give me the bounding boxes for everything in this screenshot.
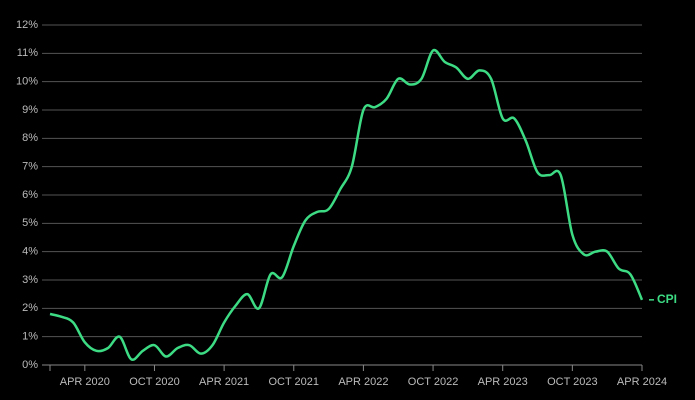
line xyxy=(49,48,644,361)
y-tick-label: 3% xyxy=(22,274,38,286)
x-tick-label: OCT 2022 xyxy=(408,376,459,388)
y-tick-label: 1% xyxy=(22,331,38,343)
y-tick-label: 7% xyxy=(22,161,38,173)
x-tick-label: APR 2022 xyxy=(338,376,388,388)
y-tick-label: 4% xyxy=(22,246,38,258)
y-tick-label: 12% xyxy=(16,19,38,31)
y-tick-label: 2% xyxy=(22,302,38,314)
x-tick-label: APR 2023 xyxy=(478,376,528,388)
x-tick-label: OCT 2021 xyxy=(268,376,319,388)
series-label: CPI xyxy=(657,292,677,306)
y-tick-label: 6% xyxy=(22,189,38,201)
y-tick-label: 11% xyxy=(17,47,38,59)
x-tick-label: APR 2021 xyxy=(199,376,249,388)
y-tick-label: 8% xyxy=(22,132,38,144)
x-tick-label: OCT 2023 xyxy=(547,376,598,388)
x-tick-label: OCT 2020 xyxy=(129,376,180,388)
y-tick-label: 5% xyxy=(22,217,38,229)
x-tick-label: APR 2020 xyxy=(60,376,110,388)
y-tick-label: 0% xyxy=(22,359,38,371)
y-tick-label: 10% xyxy=(16,76,38,88)
x-tick-label: APR 2024 xyxy=(617,376,667,388)
y-tick-label: 9% xyxy=(22,104,38,116)
